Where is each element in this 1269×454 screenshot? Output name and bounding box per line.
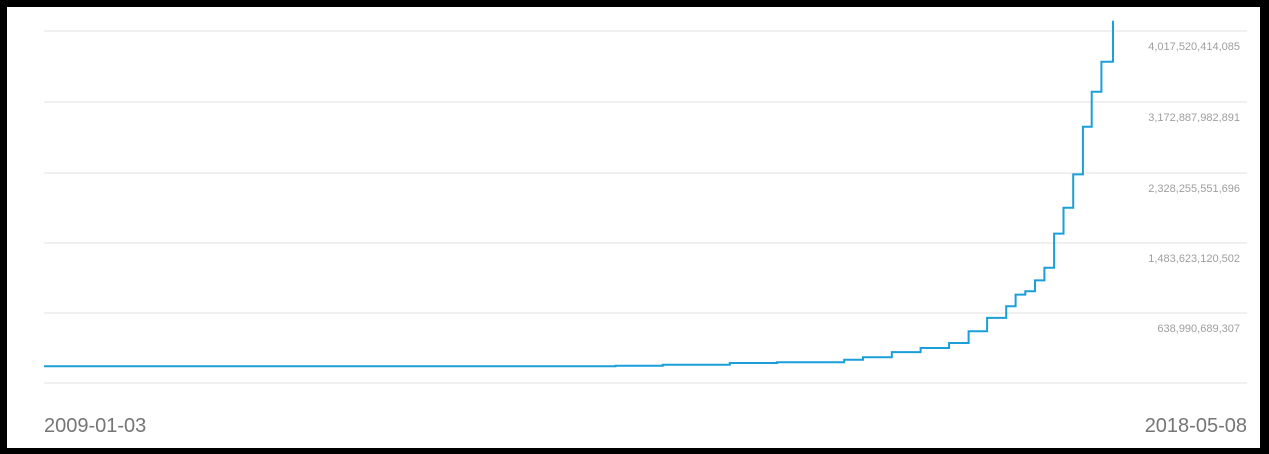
x-tick-label-start: 2009-01-03 [44, 415, 146, 437]
chart-panel: 638,990,689,307 1,483,623,120,502 2,328,25… [7, 7, 1260, 448]
y-tick-label: 4,017,520,414,085 [1148, 41, 1240, 53]
y-tick-label: 2,328,255,551,696 [1148, 183, 1240, 195]
line-chart: 638,990,689,307 1,483,623,120,502 2,328,25… [44, 20, 1247, 437]
series-line [44, 20, 1114, 368]
gridlines [44, 30, 1247, 384]
y-tick-labels: 638,990,689,307 1,483,623,120,502 2,328,25… [1148, 41, 1240, 335]
y-tick-label: 638,990,689,307 [1157, 323, 1240, 335]
x-tick-label-end: 2018-05-08 [1145, 415, 1247, 437]
y-tick-label: 3,172,887,982,891 [1148, 112, 1240, 124]
y-tick-label: 1,483,623,120,502 [1148, 253, 1240, 265]
